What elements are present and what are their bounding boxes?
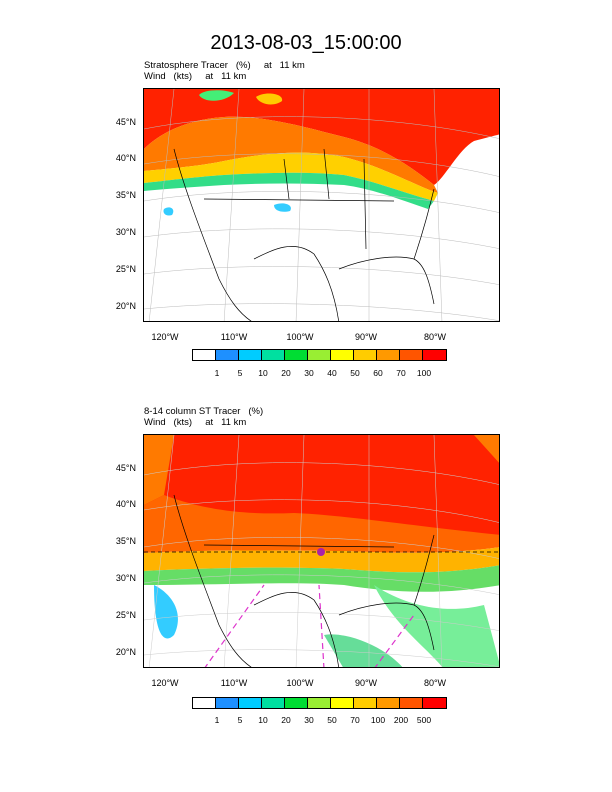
panel1-lon-110: 110°W	[220, 332, 248, 342]
panel2-wind-subtitle: Wind (kts) at 11 km	[144, 417, 247, 428]
panel2-lat-20: 20°N	[115, 647, 136, 657]
colorbar-swatch	[285, 350, 308, 360]
panel1-cbar-label: 20	[281, 368, 291, 378]
panel2-lat-25: 25°N	[115, 610, 136, 620]
panel2-lon-110: 110°W	[220, 678, 248, 688]
panel1-subtitle: Stratosphere Tracer (%) at 11 km	[144, 60, 305, 71]
colorbar-swatch	[193, 350, 216, 360]
panel1-cbar-label: 100	[416, 368, 432, 378]
panel1-cbar-label: 50	[350, 368, 360, 378]
panel1-lat-40: 40°N	[115, 153, 136, 163]
panel2-cbar-label: 500	[416, 715, 432, 725]
panel1-wind-subtitle: Wind (kts) at 11 km	[144, 71, 247, 82]
panel2-cbar-label: 1	[214, 715, 220, 725]
panel1-lat-35: 35°N	[115, 190, 136, 200]
colorbar-swatch	[262, 698, 285, 708]
panel2-lat-45: 45°N	[115, 463, 136, 473]
panel2-cbar-label: 70	[350, 715, 360, 725]
panel1-lon-120: 120°W	[151, 332, 179, 342]
panel1-lat-30: 30°N	[115, 227, 136, 237]
panel2-lat-40: 40°N	[115, 499, 136, 509]
panel2-map	[143, 434, 500, 668]
panel1-cbar-label: 60	[373, 368, 383, 378]
colorbar-swatch	[239, 350, 262, 360]
colorbar-swatch	[262, 350, 285, 360]
panel1-lon-80: 80°W	[423, 332, 447, 342]
panel1-lon-90: 90°W	[354, 332, 378, 342]
panel2-cbar-label: 10	[258, 715, 268, 725]
panel1-lon-100: 100°W	[286, 332, 314, 342]
panel1-lat-45: 45°N	[115, 117, 136, 127]
colorbar-swatch	[400, 698, 423, 708]
panel2-cbar-label: 30	[304, 715, 314, 725]
colorbar-swatch	[331, 350, 354, 360]
panel2-lat-35: 35°N	[115, 536, 136, 546]
panel2-lon-90: 90°W	[354, 678, 378, 688]
panel1-cbar-label: 5	[237, 368, 243, 378]
colorbar-swatch	[216, 350, 239, 360]
panel1-lat-20: 20°N	[115, 301, 136, 311]
panel1-lat-25: 25°N	[115, 264, 136, 274]
panel2-lon-100: 100°W	[286, 678, 314, 688]
colorbar-swatch	[308, 350, 331, 360]
panel1-colorbar	[192, 349, 447, 361]
colorbar-swatch	[423, 698, 446, 708]
colorbar-swatch	[308, 698, 331, 708]
colorbar-swatch	[216, 698, 239, 708]
colorbar-swatch	[239, 698, 262, 708]
panel2-cbar-label: 20	[281, 715, 291, 725]
panel1-map	[143, 88, 500, 322]
colorbar-swatch	[377, 350, 400, 360]
colorbar-swatch	[354, 350, 377, 360]
colorbar-swatch	[423, 350, 446, 360]
panel2-lat-30: 30°N	[115, 573, 136, 583]
panel1-cbar-label: 40	[327, 368, 337, 378]
panel1-cbar-label: 1	[214, 368, 220, 378]
colorbar-swatch	[377, 698, 400, 708]
panel1-cbar-label: 30	[304, 368, 314, 378]
panel2-lon-120: 120°W	[151, 678, 179, 688]
colorbar-swatch	[400, 350, 423, 360]
colorbar-swatch	[285, 698, 308, 708]
panel2-lon-80: 80°W	[423, 678, 447, 688]
page-title: 2013-08-03_15:00:00	[210, 32, 402, 54]
panel2-cbar-label: 100	[370, 715, 386, 725]
panel2-subtitle: 8-14 column ST Tracer (%)	[144, 406, 264, 417]
panel1-cbar-label: 10	[258, 368, 268, 378]
panel2-cbar-label: 5	[237, 715, 243, 725]
panel1-cbar-label: 70	[396, 368, 406, 378]
panel2-cbar-label: 50	[327, 715, 337, 725]
colorbar-swatch	[354, 698, 377, 708]
panel2-cbar-label: 200	[393, 715, 409, 725]
colorbar-swatch	[331, 698, 354, 708]
colorbar-swatch	[193, 698, 216, 708]
panel2-colorbar	[192, 697, 447, 709]
